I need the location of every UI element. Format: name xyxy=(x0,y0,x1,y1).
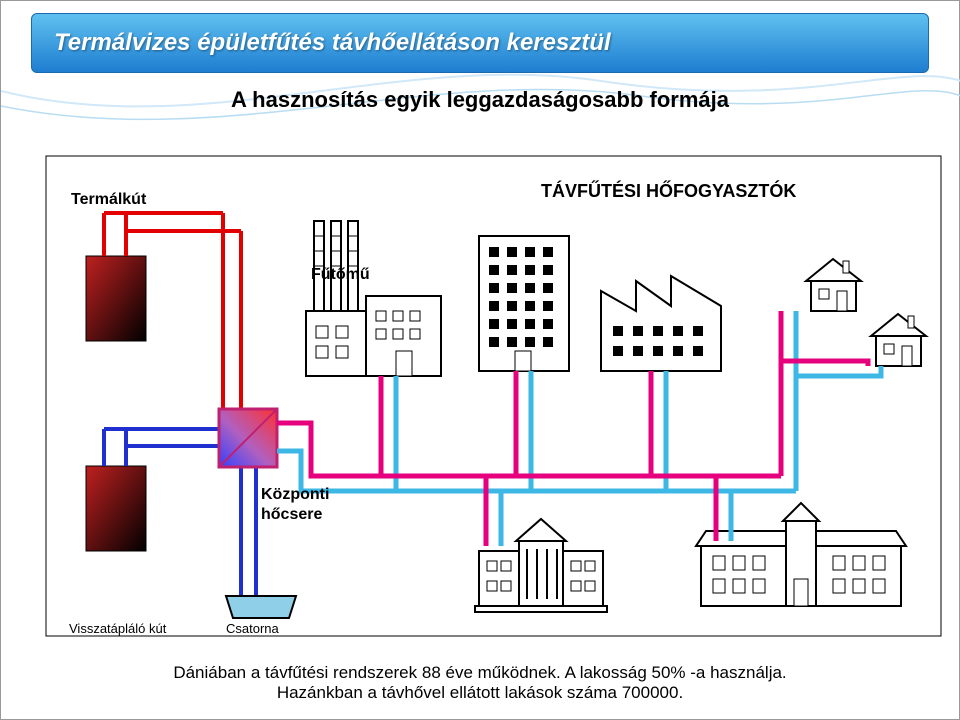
label-csatorna: Csatorna xyxy=(226,621,279,636)
label-kozponti-1: Központi xyxy=(261,486,329,504)
slide-subtitle: A hasznosítás egyik leggazdaságosabb for… xyxy=(1,87,959,113)
node-building-tall xyxy=(479,236,569,371)
slide-title: Termálvizes épületfűtés távhőellátáson k… xyxy=(54,29,611,57)
diagram: Termálkút Fűtőmű TÁVFŰTÉSI HŐFOGYASZTÓK … xyxy=(1,151,960,641)
label-visszataplalo: Visszatápláló kút xyxy=(69,621,166,636)
label-termalkut: Termálkút xyxy=(71,191,146,209)
node-well-hot xyxy=(86,256,146,341)
label-tavfutesi: TÁVFŰTÉSI HŐFOGYASZTÓK xyxy=(541,181,796,202)
footer-line-1: Dániában a távfűtési rendszerek 88 éve m… xyxy=(173,663,786,682)
label-kozponti-2: hőcsere xyxy=(261,506,322,524)
diagram-svg xyxy=(1,151,960,641)
node-well-return xyxy=(86,466,146,551)
label-futomu: Fűtőmű xyxy=(311,266,370,284)
footer-line-2: Hazánkban a távhővel ellátott lakások sz… xyxy=(277,683,683,702)
slide-header: Termálvizes épületfűtés távhőellátáson k… xyxy=(31,13,929,73)
node-drain xyxy=(226,596,296,618)
footer-text: Dániában a távfűtési rendszerek 88 éve m… xyxy=(1,663,959,703)
slide-frame: Termálvizes épületfűtés távhőellátáson k… xyxy=(0,0,960,720)
